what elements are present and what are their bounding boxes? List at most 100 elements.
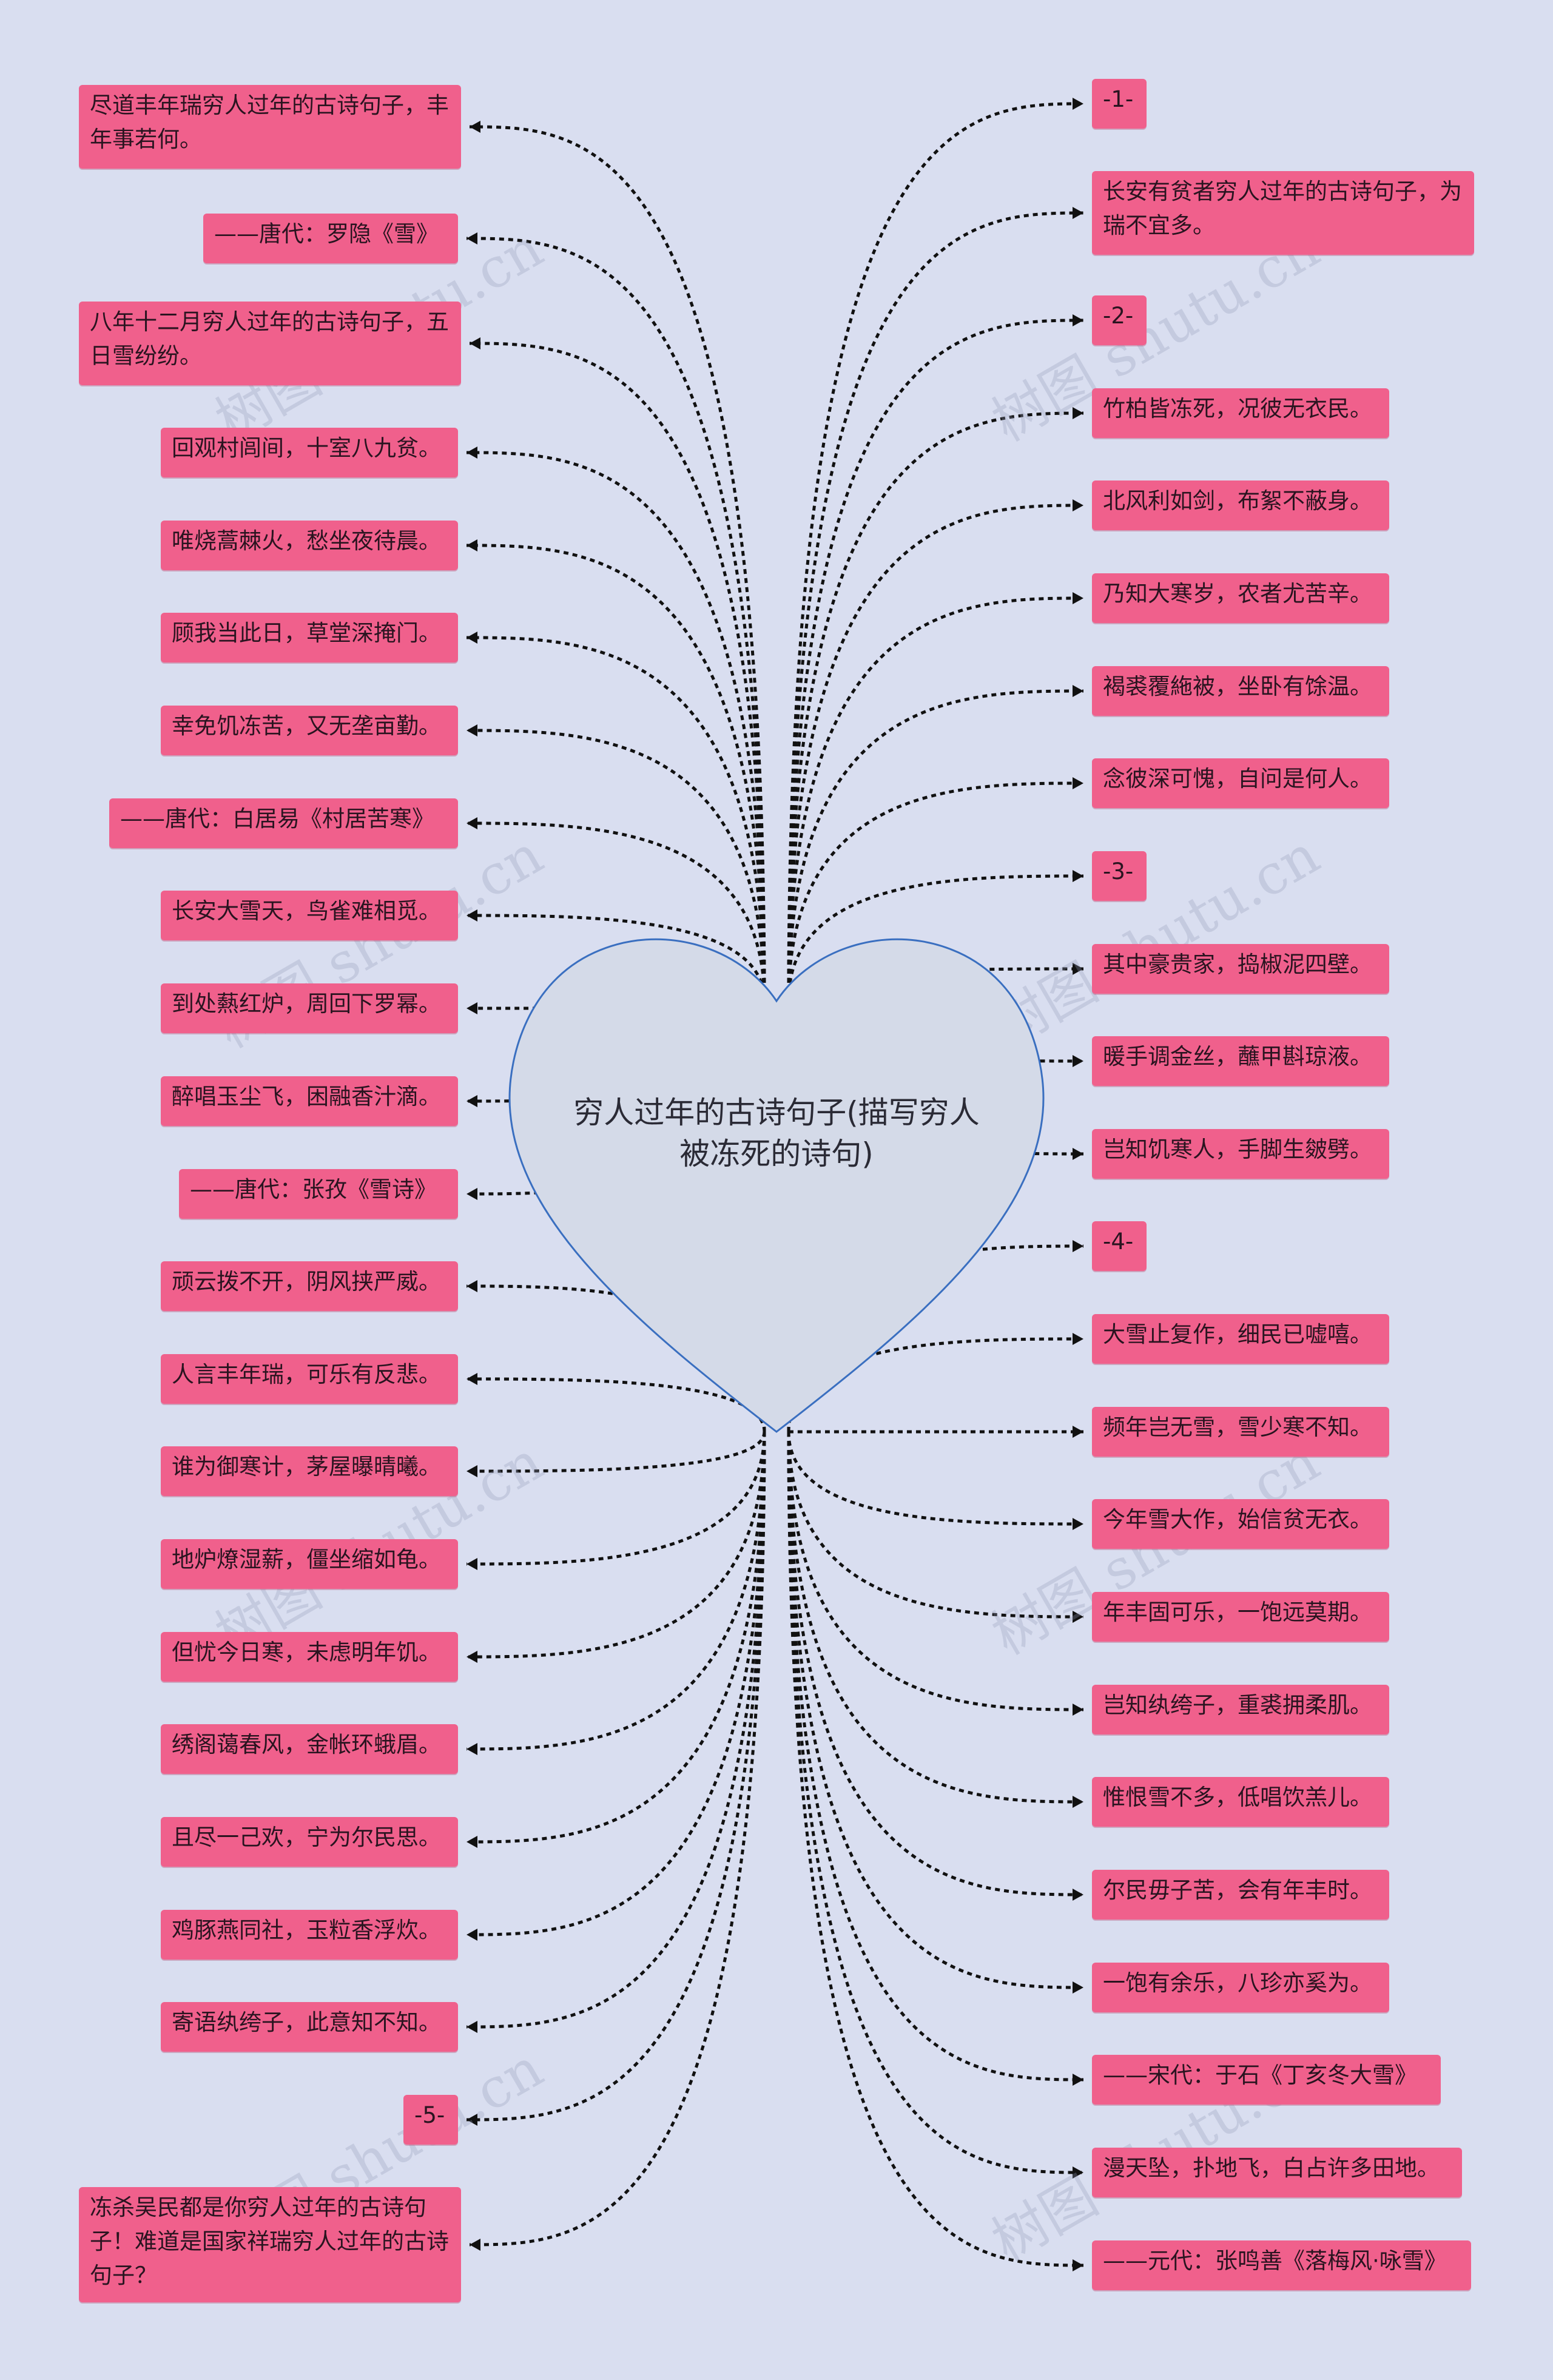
right-connector (787, 1431, 1084, 2267)
left-poem-node[interactable]: -5- (403, 2095, 458, 2145)
right-poem-node[interactable]: 褐裘覆絁被，坐卧有馀温。 (1092, 666, 1389, 716)
right-poem-node[interactable]: 北风利如剑，布絮不蔽身。 (1092, 480, 1389, 530)
left-poem-node[interactable]: 绣阁蔼春风，金帐环蛾眉。 (161, 1724, 458, 1774)
left-connector (466, 237, 766, 1002)
right-connector (787, 1431, 1084, 2174)
arrowhead (1073, 2074, 1083, 2086)
arrowhead (1073, 870, 1083, 882)
left-connector (466, 1431, 766, 1751)
right-poem-node[interactable]: -1- (1092, 79, 1147, 129)
right-poem-node[interactable]: 竹柏皆冻死，况彼无衣民。 (1092, 388, 1389, 438)
arrowhead (467, 1743, 477, 1755)
arrowhead (1073, 1796, 1083, 1808)
arrowhead (1073, 1333, 1083, 1345)
left-poem-node[interactable]: 人言丰年瑞，可乐有反悲。 (161, 1354, 458, 1404)
arrowhead (467, 1929, 477, 1941)
left-poem-node[interactable]: 醉唱玉尘飞，困融香汁滴。 (161, 1076, 458, 1126)
arrowhead (1073, 207, 1083, 219)
arrowhead (467, 1280, 477, 1292)
left-poem-node[interactable]: 但忧今日寒，未虑明年饥。 (161, 1632, 458, 1682)
right-connector (787, 102, 1084, 1002)
right-poem-node[interactable]: 年丰固可乐，一饱远莫期。 (1092, 1592, 1389, 1642)
left-poem-node[interactable]: 鸡豚燕同社，玉粒香浮炊。 (161, 1910, 458, 1960)
right-connector (787, 1431, 1084, 1804)
left-poem-node[interactable]: 冻杀吴民都是你穷人过年的古诗句子！难道是国家祥瑞穷人过年的古诗句子？ (79, 2187, 461, 2302)
arrowhead (467, 724, 477, 737)
right-connector (787, 874, 1084, 1002)
right-connector (787, 319, 1084, 1002)
right-poem-node[interactable]: -3- (1092, 851, 1147, 901)
left-poem-node[interactable]: 尽道丰年瑞穷人过年的古诗句子，丰年事若何。 (79, 85, 461, 169)
center-topic[interactable]: 穷人过年的古诗句子(描写穷人被冻死的诗句) (573, 1095, 980, 1171)
left-poem-node[interactable]: 且尽一己欢，宁为尔民思。 (161, 1817, 458, 1867)
arrowhead (467, 1558, 477, 1570)
right-poem-node[interactable]: 念彼深可愧，自问是何人。 (1092, 758, 1389, 808)
right-connector (787, 1431, 1084, 1711)
left-poem-node[interactable]: 到处爇红炉，周回下罗幂。 (161, 983, 458, 1033)
arrowhead (467, 1465, 477, 1477)
left-poem-node[interactable]: 谁为御寒计，茅屋曝晴曦。 (161, 1446, 458, 1496)
left-poem-node[interactable]: 寄语纨绔子，此意知不知。 (161, 2002, 458, 2052)
left-connector (469, 1431, 766, 2247)
arrowhead (1073, 2166, 1083, 2179)
left-connector (466, 1431, 766, 1566)
left-poem-node[interactable]: 顽云拨不开，阴风挟严威。 (161, 1261, 458, 1311)
left-poem-node[interactable]: ——唐代：罗隐《雪》 (203, 214, 458, 263)
right-poem-node[interactable]: -2- (1092, 295, 1147, 345)
right-connector (787, 504, 1084, 1002)
right-poem-node[interactable]: 漫天坠，扑地飞，白占许多田地。 (1092, 2148, 1462, 2197)
arrowhead (1073, 2259, 1083, 2271)
right-poem-node[interactable]: 岂知饥寒人，手脚生皴劈。 (1092, 1129, 1389, 1179)
left-connector (466, 821, 766, 1002)
left-poem-node[interactable]: ——唐代：白居易《村居苦寒》 (109, 798, 458, 848)
arrowhead (1073, 1055, 1083, 1067)
right-poem-node[interactable]: 惟恨雪不多，低唱饮羔儿。 (1092, 1777, 1389, 1827)
right-poem-node[interactable]: 其中豪贵家，捣椒泥四壁。 (1092, 944, 1389, 994)
right-connector (787, 689, 1084, 1002)
right-poem-node[interactable]: -4- (1092, 1221, 1147, 1271)
left-poem-node[interactable]: ——唐代：张孜《雪诗》 (179, 1169, 458, 1219)
right-poem-node[interactable]: ——宋代：于石《丁亥冬大雪》 (1092, 2055, 1441, 2105)
right-poem-node[interactable]: 暖手调金丝，蘸甲斟琼液。 (1092, 1036, 1389, 1086)
right-connector (787, 211, 1084, 1002)
left-connector (469, 342, 766, 1002)
left-poem-node[interactable]: 回观村闾间，十室八九贫。 (161, 428, 458, 477)
arrowhead (467, 447, 477, 459)
right-poem-node[interactable]: 频年岂无雪，雪少寒不知。 (1092, 1407, 1389, 1457)
arrowhead (1073, 407, 1083, 419)
arrowhead (467, 1002, 477, 1014)
right-poem-node[interactable]: ——元代：张鸣善《落梅风·咏雪》 (1092, 2240, 1471, 2290)
arrowhead (467, 1188, 477, 1200)
arrowhead (1073, 1240, 1083, 1252)
left-poem-node[interactable]: 顾我当此日，草堂深掩门。 (161, 613, 458, 662)
left-connector (466, 1431, 766, 2122)
arrowhead (467, 2114, 477, 2126)
left-poem-node[interactable]: 长安大雪天，鸟雀难相觅。 (161, 891, 458, 940)
arrowhead (467, 1651, 477, 1663)
arrowhead (1073, 1981, 1083, 1994)
right-connector (787, 1244, 1084, 1432)
arrowhead (467, 632, 477, 644)
arrowhead (470, 121, 480, 133)
right-poem-node[interactable]: 尔民毋子苦，会有年丰时。 (1092, 1870, 1389, 1920)
left-connector (469, 125, 766, 1002)
right-poem-node[interactable]: 一饱有余乐，八珍亦奚为。 (1092, 1963, 1389, 2012)
right-poem-node[interactable]: 长安有贫者穷人过年的古诗句子，为瑞不宜多。 (1092, 171, 1474, 255)
right-poem-node[interactable]: 今年雪大作，始信贫无衣。 (1092, 1499, 1389, 1549)
arrowhead (467, 2021, 477, 2033)
left-poem-node[interactable]: 幸免饥冻苦，又无垄亩勤。 (161, 706, 458, 755)
left-connector (466, 1431, 766, 1473)
right-connector (787, 1431, 1084, 1896)
right-connector (787, 411, 1084, 1002)
left-poem-node[interactable]: 地炉燎湿薪，僵坐缩如龟。 (161, 1539, 458, 1589)
arrowhead (1073, 1889, 1083, 1901)
heart-center-shape (508, 938, 1045, 1433)
left-connector (466, 1431, 766, 2029)
right-poem-node[interactable]: 乃知大寒岁，农者尤苦辛。 (1092, 573, 1389, 623)
left-poem-node[interactable]: 八年十二月穷人过年的古诗句子，五日雪纷纷。 (79, 302, 461, 385)
right-poem-node[interactable]: 大雪止复作，细民已嘘嘻。 (1092, 1314, 1389, 1364)
left-connector (466, 636, 766, 1002)
right-poem-node[interactable]: 岂知纨绔子，重裘拥柔肌。 (1092, 1685, 1389, 1734)
left-poem-node[interactable]: 唯烧蒿棘火，愁坐夜待晨。 (161, 521, 458, 570)
